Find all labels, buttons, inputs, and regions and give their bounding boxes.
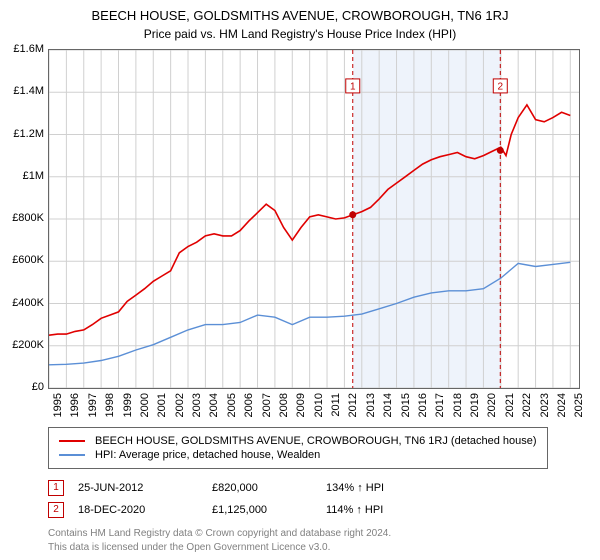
- x-axis-label: 2012: [347, 393, 359, 417]
- x-axis-label: 2023: [539, 393, 551, 417]
- sale-pct: 134% ↑ HPI: [326, 482, 446, 494]
- legend-swatch-1: [59, 440, 85, 442]
- sales-block: 1 25-JUN-2012 £820,000 134% ↑ HPI 2 18-DEC-20…: [48, 469, 548, 521]
- legend-row-1: BEECH HOUSE, GOLDSMITHS AVENUE, CROWBORO…: [59, 434, 537, 448]
- x-axis-label: 2011: [330, 393, 342, 417]
- y-axis-label: £0: [32, 381, 44, 393]
- chart-container: BEECH HOUSE, GOLDSMITHS AVENUE, CROWBORO…: [0, 0, 600, 560]
- x-axis-label: 2020: [486, 393, 498, 417]
- chart-title: BEECH HOUSE, GOLDSMITHS AVENUE, CROWBORO…: [0, 0, 600, 23]
- chart-subtitle: Price paid vs. HM Land Registry's House …: [0, 23, 600, 43]
- footer: BEECH HOUSE, GOLDSMITHS AVENUE, CROWBORO…: [48, 427, 548, 554]
- x-axis-label: 2002: [174, 393, 186, 417]
- x-axis-label: 2017: [434, 393, 446, 417]
- y-axis-label: £600K: [12, 254, 44, 266]
- x-axis-label: 2019: [469, 393, 481, 417]
- plot-svg: 12: [49, 50, 579, 388]
- x-axis-label: 1999: [122, 393, 134, 417]
- sale-pct: 114% ↑ HPI: [326, 504, 446, 516]
- sale-marker-box: 2: [48, 502, 64, 518]
- x-axis-label: 1997: [87, 393, 99, 417]
- x-axis-label: 2003: [191, 393, 203, 417]
- license-line-2: This data is licensed under the Open Gov…: [48, 541, 548, 555]
- x-axis-label: 2009: [295, 393, 307, 417]
- y-axis-label: £1.4M: [13, 85, 44, 97]
- x-axis-label: 2008: [278, 393, 290, 417]
- x-axis-label: 2000: [139, 393, 151, 417]
- sale-price: £1,125,000: [212, 504, 312, 516]
- y-axis-label: £1.6M: [13, 43, 44, 55]
- sale-row: 1 25-JUN-2012 £820,000 134% ↑ HPI: [48, 477, 548, 499]
- legend-row-2: HPI: Average price, detached house, Weal…: [59, 448, 537, 462]
- svg-text:2: 2: [498, 81, 504, 92]
- sale-price: £820,000: [212, 482, 312, 494]
- x-axis-label: 2013: [365, 393, 377, 417]
- x-axis-label: 1996: [69, 393, 81, 417]
- x-axis-label: 2005: [226, 393, 238, 417]
- x-axis-label: 2004: [208, 393, 220, 417]
- x-axis-label: 2016: [417, 393, 429, 417]
- y-axis-label: £200K: [12, 339, 44, 351]
- x-axis-label: 2014: [382, 393, 394, 417]
- x-axis-label: 2018: [452, 393, 464, 417]
- legend-label-2: HPI: Average price, detached house, Weal…: [95, 449, 320, 461]
- x-axis-label: 2021: [504, 393, 516, 417]
- license-line-1: Contains HM Land Registry data © Crown c…: [48, 527, 548, 541]
- license-text: Contains HM Land Registry data © Crown c…: [48, 521, 548, 554]
- x-axis-label: 1998: [104, 393, 116, 417]
- plot-wrap: 12 £0£200K£400K£600K£800K£1M£1.2M£1.4M£1…: [48, 49, 580, 389]
- y-axis-label: £1.2M: [13, 128, 44, 140]
- x-axis-label: 2001: [156, 393, 168, 417]
- svg-text:1: 1: [350, 81, 356, 92]
- x-axis-label: 2024: [556, 393, 568, 417]
- sale-row: 2 18-DEC-2020 £1,125,000 114% ↑ HPI: [48, 499, 548, 521]
- y-axis-label: £400K: [12, 297, 44, 309]
- x-axis-label: 2010: [313, 393, 325, 417]
- x-axis-label: 2025: [573, 393, 585, 417]
- legend-label-1: BEECH HOUSE, GOLDSMITHS AVENUE, CROWBORO…: [95, 435, 537, 447]
- x-axis-label: 2015: [400, 393, 412, 417]
- legend-box: BEECH HOUSE, GOLDSMITHS AVENUE, CROWBORO…: [48, 427, 548, 469]
- sale-date: 25-JUN-2012: [78, 482, 198, 494]
- x-axis-label: 2006: [243, 393, 255, 417]
- y-axis-label: £800K: [12, 212, 44, 224]
- legend-swatch-2: [59, 454, 85, 456]
- y-axis-label: £1M: [23, 170, 44, 182]
- sale-marker-box: 1: [48, 480, 64, 496]
- sale-date: 18-DEC-2020: [78, 504, 198, 516]
- x-axis-label: 2007: [261, 393, 273, 417]
- x-axis-label: 2022: [521, 393, 533, 417]
- x-axis-label: 1995: [52, 393, 64, 417]
- plot-area: 12: [48, 49, 580, 389]
